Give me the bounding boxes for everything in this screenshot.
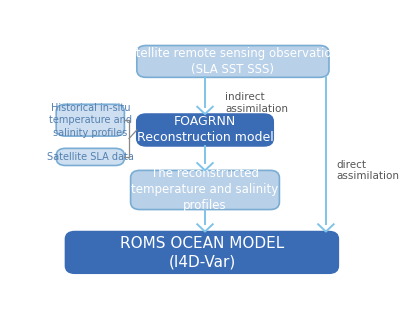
Text: indirect
assimilation: indirect assimilation xyxy=(225,92,288,114)
Text: FOAGRNN
Reconstruction model: FOAGRNN Reconstruction model xyxy=(137,115,273,144)
Text: ROMS OCEAN MODEL
(I4D-Var): ROMS OCEAN MODEL (I4D-Var) xyxy=(120,236,284,269)
Text: Satellite remote sensing observations
(SLA SST SSS): Satellite remote sensing observations (S… xyxy=(121,47,345,76)
Text: direct
assimilation: direct assimilation xyxy=(337,160,400,181)
FancyBboxPatch shape xyxy=(137,45,329,77)
Text: Satellite SLA data: Satellite SLA data xyxy=(47,152,134,162)
FancyBboxPatch shape xyxy=(131,170,279,210)
FancyBboxPatch shape xyxy=(137,114,273,146)
FancyBboxPatch shape xyxy=(66,232,338,273)
FancyBboxPatch shape xyxy=(56,148,124,165)
FancyBboxPatch shape xyxy=(56,104,124,136)
Text: The reconstructed
temperature and salinity
profiles: The reconstructed temperature and salini… xyxy=(131,168,279,212)
Text: Historical in-situ
temperature and
salinity profiles: Historical in-situ temperature and salin… xyxy=(49,103,132,138)
